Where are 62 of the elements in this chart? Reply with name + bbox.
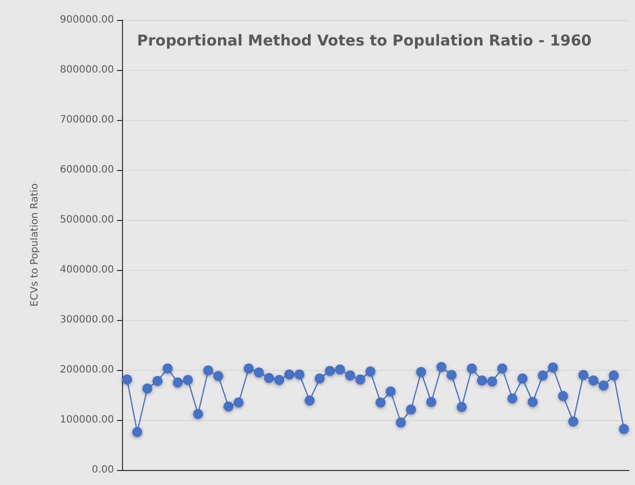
point	[223, 402, 234, 412]
point	[568, 416, 578, 426]
point	[376, 398, 386, 408]
point	[466, 364, 477, 374]
point	[203, 366, 214, 376]
point	[608, 370, 619, 380]
y-tick-label: 400000.00	[60, 264, 114, 276]
point	[284, 370, 294, 380]
point	[518, 374, 528, 384]
point	[152, 376, 162, 386]
point	[193, 409, 204, 419]
point	[528, 397, 538, 407]
y-tick-label: 200000.00	[60, 364, 114, 376]
point	[618, 424, 629, 434]
point	[598, 380, 609, 390]
point	[294, 370, 304, 380]
point	[122, 374, 132, 384]
point	[244, 364, 254, 374]
point	[456, 402, 467, 412]
point	[274, 375, 284, 385]
point	[497, 364, 508, 374]
text: Proportional Method Votes to Population Ratio - 1960	[137, 32, 592, 50]
point	[335, 364, 346, 374]
point	[172, 378, 183, 388]
point	[132, 427, 142, 437]
point	[162, 364, 173, 374]
point	[507, 394, 518, 404]
point	[396, 418, 406, 428]
point	[264, 373, 274, 383]
point	[314, 374, 325, 384]
point	[538, 370, 548, 380]
point	[324, 366, 335, 376]
point	[182, 375, 193, 385]
y-tick-label: 100000.00	[60, 414, 114, 426]
y-tick-label: 500000.00	[60, 214, 114, 226]
point	[588, 376, 599, 386]
point	[254, 368, 264, 378]
y-tick-label: 300000.00	[60, 314, 114, 326]
point	[416, 367, 426, 377]
point	[558, 391, 568, 401]
point	[304, 396, 315, 406]
point	[446, 370, 457, 380]
y-tick-label: 600000.00	[60, 164, 114, 176]
point	[578, 370, 588, 380]
point	[487, 376, 498, 386]
y-tick-label: 900000.00	[60, 14, 114, 26]
y-tick-label: 800000.00	[60, 64, 114, 76]
y-tick-label: 700000.00	[60, 114, 114, 126]
y-axis-title: ECVs to Population Ratio	[30, 183, 40, 307]
point	[426, 397, 436, 407]
point	[548, 362, 558, 372]
point	[345, 370, 356, 380]
point	[386, 386, 396, 396]
point	[436, 362, 446, 372]
point	[355, 374, 366, 384]
y-tick-label: 0.00	[92, 464, 114, 476]
point	[365, 366, 376, 376]
point	[213, 371, 224, 381]
point	[142, 384, 152, 394]
point	[406, 404, 416, 414]
point	[234, 398, 244, 408]
point	[476, 376, 487, 386]
